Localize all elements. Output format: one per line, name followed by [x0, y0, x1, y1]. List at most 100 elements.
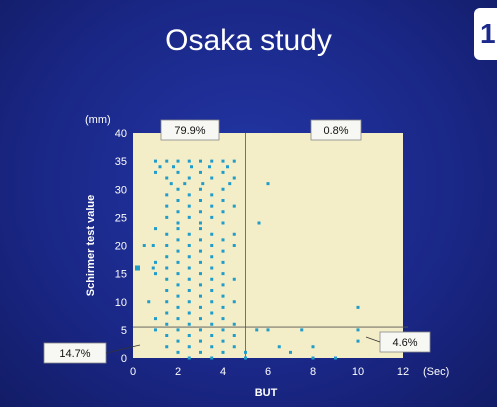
- data-point: [187, 289, 191, 292]
- data-point: [221, 221, 225, 225]
- data-point: [154, 272, 157, 276]
- data-point: [165, 204, 169, 208]
- data-point: [176, 283, 180, 287]
- data-point: [176, 339, 180, 343]
- y-tick-label: 15: [115, 269, 127, 281]
- data-point: [176, 317, 180, 321]
- data-point: [199, 272, 202, 276]
- data-point: [176, 238, 180, 242]
- data-point: [165, 232, 169, 236]
- data-point: [187, 232, 191, 236]
- data-point: [176, 272, 180, 276]
- data-point: [210, 311, 214, 315]
- data-point: [210, 244, 214, 247]
- data-point: [266, 182, 270, 186]
- data-point: [221, 350, 225, 354]
- data-point: [221, 170, 225, 174]
- x-axis-label: BUT: [255, 387, 278, 399]
- data-point: [232, 176, 236, 180]
- data-point: [176, 221, 180, 225]
- data-point: [165, 215, 169, 219]
- data-point: [221, 328, 225, 332]
- x-axis-unit: (Sec): [423, 366, 449, 378]
- data-point: [221, 272, 225, 276]
- data-point: [300, 328, 304, 332]
- data-point: [187, 322, 191, 326]
- data-point: [334, 356, 337, 360]
- data-point: [356, 305, 360, 309]
- data-point: [169, 182, 173, 186]
- threshold-lines: [133, 133, 408, 358]
- data-point: [165, 311, 169, 315]
- data-point: [187, 266, 191, 270]
- data-point: [151, 244, 155, 247]
- data-point: [210, 334, 214, 337]
- data-point: [165, 334, 169, 337]
- data-point: [187, 159, 191, 163]
- data-point: [208, 165, 211, 169]
- data-point: [199, 221, 202, 225]
- data-point: [210, 266, 214, 270]
- y-axis-ticks: 0 5 10 15 20 25 30 35 40: [115, 128, 127, 365]
- data-point: [221, 317, 225, 321]
- data-point: [210, 300, 214, 304]
- data-point: [221, 305, 225, 309]
- data-point: [255, 328, 259, 332]
- data-point: [221, 339, 225, 343]
- data-point: [199, 283, 202, 287]
- data-point: [232, 204, 236, 208]
- data-point: [356, 328, 360, 332]
- quadrant-label-upper-left: 79.9%: [174, 125, 205, 137]
- data-point: [165, 176, 169, 180]
- quadrant-label-upper-right: 0.8%: [323, 125, 348, 137]
- y-tick-label: 25: [115, 212, 127, 224]
- data-point: [221, 238, 225, 242]
- data-point: [165, 255, 169, 259]
- data-point: [154, 227, 157, 231]
- data-point: [226, 165, 229, 169]
- data-point: [199, 305, 202, 309]
- x-tick-label: 8: [310, 366, 316, 378]
- data-point: [199, 328, 202, 332]
- data-point: [289, 350, 292, 354]
- y-axis-label: Schirmer test value: [85, 195, 97, 297]
- data-point: [210, 159, 214, 163]
- x-axis-ticks: 0 2 4 6 8 10 12: [130, 366, 409, 378]
- data-point: [187, 300, 191, 304]
- data-point: [199, 350, 202, 354]
- data-point: [165, 159, 169, 163]
- data-point: [176, 260, 180, 264]
- data-point: [187, 255, 191, 259]
- data-point: [199, 260, 202, 264]
- data-point: [154, 260, 157, 264]
- data-point: [221, 283, 225, 287]
- data-point: [210, 215, 214, 219]
- data-point: [210, 255, 214, 259]
- data-point: [176, 294, 180, 298]
- data-point: [165, 266, 169, 270]
- data-point: [154, 328, 157, 332]
- data-point: [210, 232, 214, 236]
- data-point: [183, 182, 187, 186]
- data-point: [165, 193, 169, 197]
- data-point: [142, 244, 146, 247]
- data-point: [154, 317, 157, 321]
- data-point: [176, 187, 180, 191]
- quadrant-labels: 79.9% 0.8% 14.7% 4.6%: [43, 119, 431, 364]
- data-point: [232, 300, 236, 304]
- data-point: [221, 187, 225, 191]
- data-point: [221, 159, 225, 163]
- quadrant-label-upper-right-box: [310, 119, 362, 141]
- data-point: [266, 328, 270, 332]
- data-point: [176, 249, 180, 253]
- data-point: [165, 300, 169, 304]
- slide-title: Osaka study: [165, 24, 332, 57]
- data-point: [277, 345, 281, 349]
- data-point: [244, 350, 247, 354]
- data-point: [228, 182, 232, 186]
- lower-right-connector: [365, 336, 381, 343]
- y-tick-label: 0: [121, 353, 127, 365]
- data-point: [176, 350, 180, 354]
- data-point: [187, 345, 191, 349]
